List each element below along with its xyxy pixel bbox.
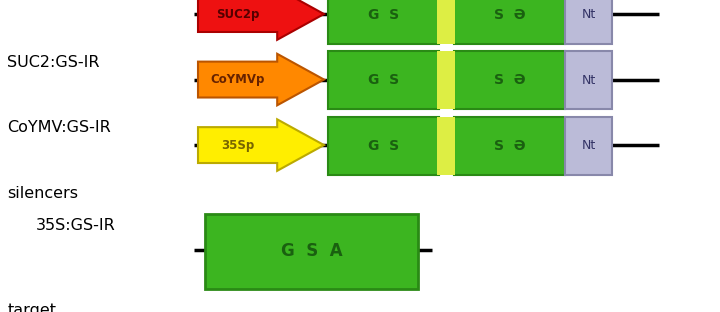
Bar <box>205 214 418 289</box>
Text: G  S: G S <box>368 8 399 22</box>
Bar <box>565 0 612 44</box>
Bar <box>437 0 455 44</box>
Bar <box>454 51 565 109</box>
Text: S  Ə: S Ə <box>494 8 525 22</box>
Text: CoYMVp: CoYMVp <box>210 73 265 86</box>
Polygon shape <box>198 119 324 171</box>
Bar <box>328 51 439 109</box>
Text: SUC2p: SUC2p <box>216 7 259 21</box>
Text: target: target <box>7 303 56 312</box>
Text: 35S:GS-IR: 35S:GS-IR <box>36 218 116 233</box>
Bar <box>328 117 439 175</box>
Text: SUC2:GS-IR: SUC2:GS-IR <box>7 55 99 70</box>
Bar <box>328 0 439 44</box>
Bar <box>454 117 565 175</box>
Polygon shape <box>198 0 324 40</box>
Bar <box>565 117 612 175</box>
Text: G  S  A: G S A <box>281 242 342 260</box>
Bar <box>437 51 455 109</box>
Bar <box>565 51 612 109</box>
Text: S  Ə: S Ə <box>494 73 525 87</box>
Text: CoYMV:GS-IR: CoYMV:GS-IR <box>7 120 111 135</box>
Text: G  S: G S <box>368 73 399 87</box>
Text: Nt: Nt <box>582 139 595 152</box>
Polygon shape <box>198 54 324 105</box>
Text: 35Sp: 35Sp <box>221 139 254 152</box>
Text: Nt: Nt <box>582 8 595 21</box>
Text: Nt: Nt <box>582 74 595 87</box>
Text: S  Ə: S Ə <box>494 139 525 153</box>
Bar <box>437 117 455 175</box>
Text: G  S: G S <box>368 139 399 153</box>
Bar <box>454 0 565 44</box>
Text: silencers: silencers <box>7 186 78 201</box>
